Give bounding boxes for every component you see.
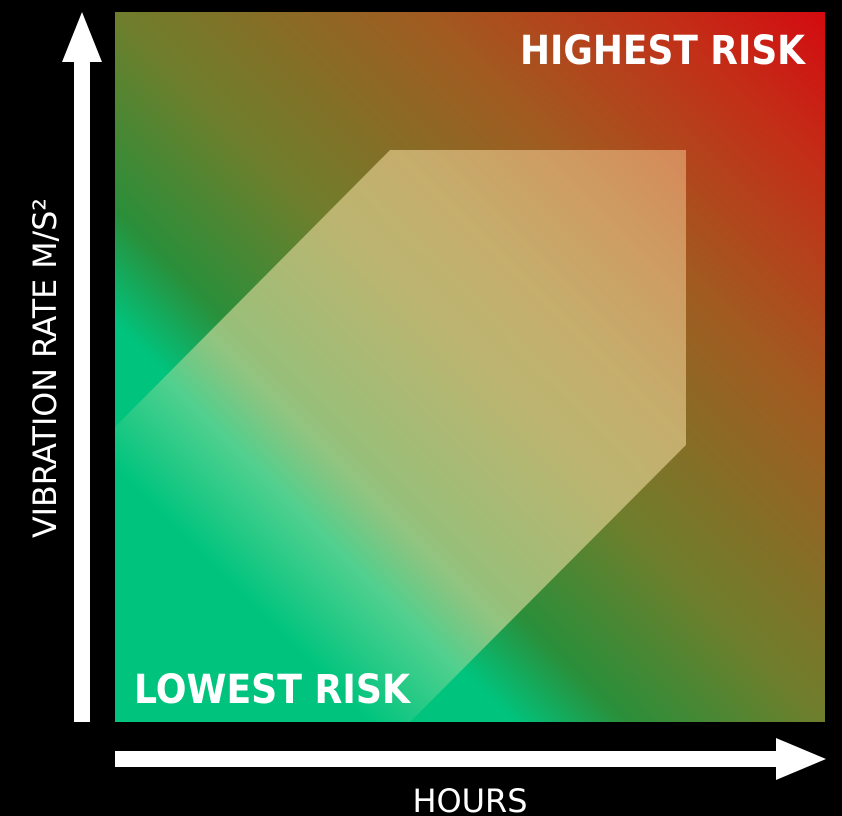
x-axis-arrow xyxy=(115,738,826,780)
lowest-risk-label: LOWEST RISK xyxy=(134,667,412,713)
y-axis-arrow xyxy=(62,12,102,722)
highest-risk-label: HIGHEST RISK xyxy=(520,28,807,74)
risk-transition-band xyxy=(115,150,686,722)
y-axis-label: VIBRATION RATE M/S² xyxy=(26,198,64,538)
x-axis-label: HOURS xyxy=(413,782,528,816)
